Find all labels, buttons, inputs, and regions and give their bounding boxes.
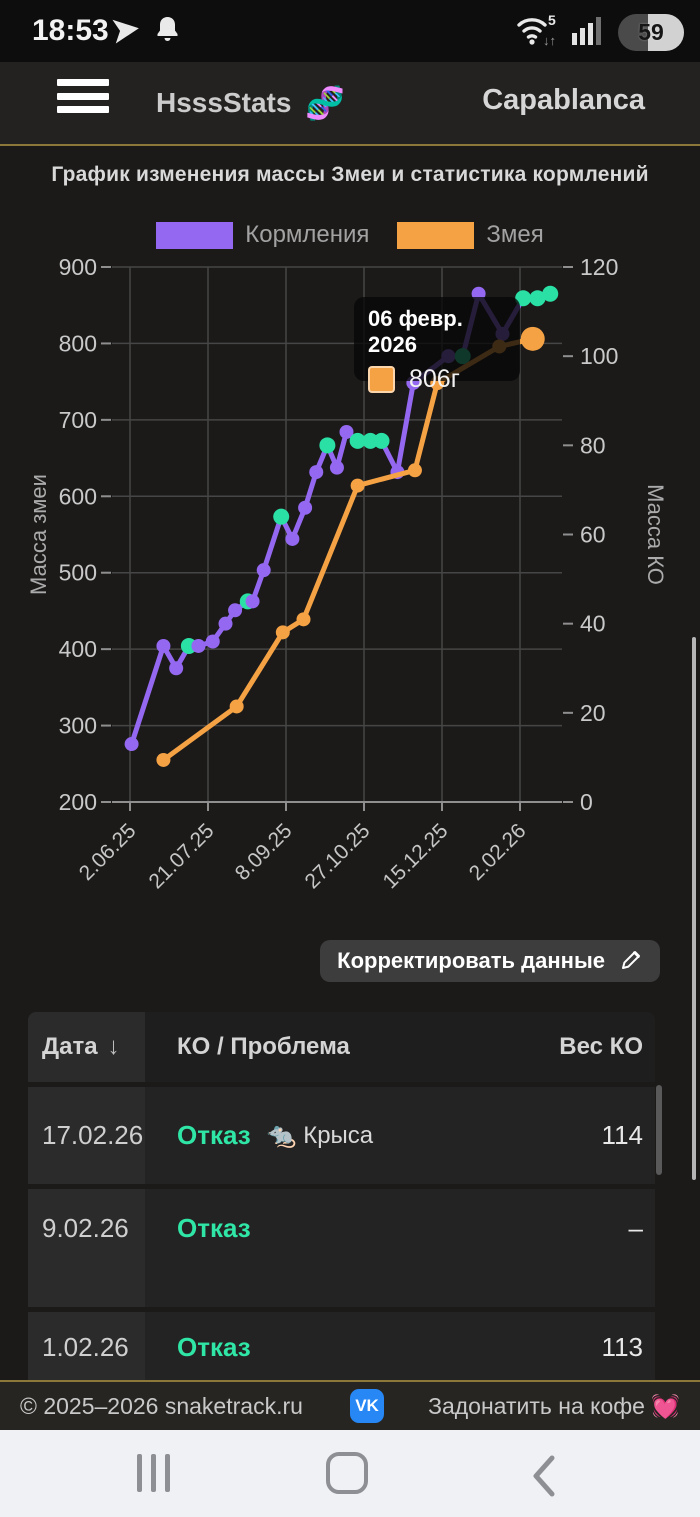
svg-text:200: 200 [59, 789, 97, 815]
back-button[interactable] [532, 1455, 556, 1502]
donate-link[interactable]: Задонатить на кофе 💓 [428, 1392, 680, 1419]
telegram-notification-icon [112, 16, 140, 49]
battery-fill [647, 14, 684, 51]
legend-swatch-feedings[interactable] [156, 221, 234, 249]
svg-text:700: 700 [59, 407, 97, 433]
legend-label-snake[interactable]: Змея [486, 221, 544, 248]
svg-text:120: 120 [580, 254, 618, 280]
status-bar: 18:53 5 ↓↑ [0, 0, 700, 62]
svg-text:20: 20 [580, 700, 606, 726]
table-header-row: Дата ↓ КО / Проблема Вес КО [28, 1012, 655, 1082]
tooltip-date: 06 февр. 2026 [368, 306, 463, 357]
row-date: 1.02.26 [42, 1331, 129, 1362]
row-ko-weight: 113 [601, 1331, 643, 1362]
svg-text:5: 5 [548, 12, 556, 28]
svg-text:0: 0 [580, 789, 593, 815]
dna-icon: 🧬 [305, 85, 346, 121]
column-header-weight[interactable]: Вес КО [559, 1033, 643, 1060]
tooltip-value: 806г [409, 365, 460, 393]
edit-data-button[interactable]: Корректировать данные [320, 940, 660, 982]
wifi-5g-icon: 5 ↓↑ [514, 12, 560, 53]
svg-text:27.10.25: 27.10.25 [300, 819, 374, 893]
battery-indicator: 59 [618, 14, 684, 51]
svg-text:2.02.26: 2.02.26 [465, 819, 531, 885]
svg-text:500: 500 [59, 560, 97, 586]
table-row[interactable]: 1.02.26 Отказ 113 [28, 1312, 655, 1382]
android-nav-bar [0, 1430, 700, 1517]
row-status-refusal: Отказ [177, 1120, 251, 1150]
chart-tooltip: 06 февр. 2026 806г [354, 297, 520, 393]
snake-profile-name[interactable]: Capablanca [482, 84, 645, 116]
svg-text:600: 600 [59, 483, 97, 509]
copyright-text: © 2025–2026 snaketrack.ru [20, 1392, 303, 1419]
chart-title: График изменения массы Змеи и статистика… [51, 163, 649, 186]
chart-legend: Кормления Змея [0, 221, 700, 249]
svg-text:8.09.25: 8.09.25 [231, 819, 297, 885]
svg-text:100: 100 [580, 343, 618, 369]
mass-chart[interactable]: 9008007006005004003002001201008060402002… [0, 150, 700, 950]
gold-divider-bottom [0, 1380, 700, 1382]
svg-text:2.06.25: 2.06.25 [75, 819, 141, 885]
svg-text:400: 400 [59, 636, 97, 662]
svg-text:800: 800 [59, 330, 97, 356]
svg-text:↓↑: ↓↑ [543, 33, 556, 48]
app-title: HsssStats 🧬 [156, 84, 345, 122]
svg-text:Масса змеи: Масса змеи [26, 474, 51, 595]
column-header-date[interactable]: Дата ↓ [28, 1012, 145, 1082]
svg-text:40: 40 [580, 611, 606, 637]
battery-percent: 59 [638, 19, 664, 45]
home-button[interactable] [326, 1452, 368, 1494]
svg-text:60: 60 [580, 522, 606, 548]
signal-bars-icon [572, 15, 606, 50]
row-ko-weight: – [628, 1213, 643, 1243]
table-row[interactable]: 17.02.26 Отказ 🐀 Крыса 114 [28, 1087, 655, 1184]
footer: © 2025–2026 snaketrack.ru VK Задонатить … [0, 1382, 700, 1430]
sort-descending-icon: ↓ [107, 1033, 120, 1060]
svg-text:300: 300 [59, 713, 97, 739]
svg-text:21.07.25: 21.07.25 [144, 819, 218, 893]
legend-label-feedings[interactable]: Кормления [245, 221, 370, 248]
vk-icon[interactable]: VK [350, 1389, 384, 1423]
tooltip-series-swatch [368, 366, 395, 393]
gold-divider-top [0, 144, 700, 146]
clock: 18:53 [32, 14, 109, 47]
table-scrollbar[interactable] [656, 1085, 662, 1175]
pencil-icon [619, 948, 643, 975]
svg-text:900: 900 [59, 254, 97, 280]
app-name: HsssStats [156, 87, 292, 118]
row-date: 17.02.26 [42, 1120, 144, 1150]
row-status-refusal: Отказ [177, 1213, 251, 1243]
app-header: HsssStats 🧬 Capablanca [0, 62, 700, 144]
legend-swatch-snake[interactable] [397, 221, 475, 249]
row-ko-weight: 114 [601, 1120, 643, 1150]
svg-text:15.12.25: 15.12.25 [378, 819, 452, 893]
bell-icon [154, 15, 181, 49]
svg-text:80: 80 [580, 432, 606, 458]
row-ko-label: 🐀 Крыса [266, 1122, 374, 1149]
column-header-ko[interactable]: КО / Проблема [177, 1033, 350, 1060]
edit-data-label: Корректировать данные [337, 948, 605, 973]
svg-text:Масса КО: Масса КО [643, 484, 668, 585]
recents-button[interactable] [137, 1454, 170, 1492]
menu-button[interactable] [57, 79, 109, 113]
row-status-refusal: Отказ [177, 1331, 251, 1362]
date-header-label: Дата [42, 1033, 98, 1060]
table-row[interactable]: 9.02.26 Отказ – [28, 1189, 655, 1307]
page-scrollbar[interactable] [692, 637, 696, 1180]
row-date: 9.02.26 [42, 1213, 129, 1243]
feeding-table: Дата ↓ КО / Проблема Вес КО 17.02.26 Отк… [28, 1012, 655, 1382]
